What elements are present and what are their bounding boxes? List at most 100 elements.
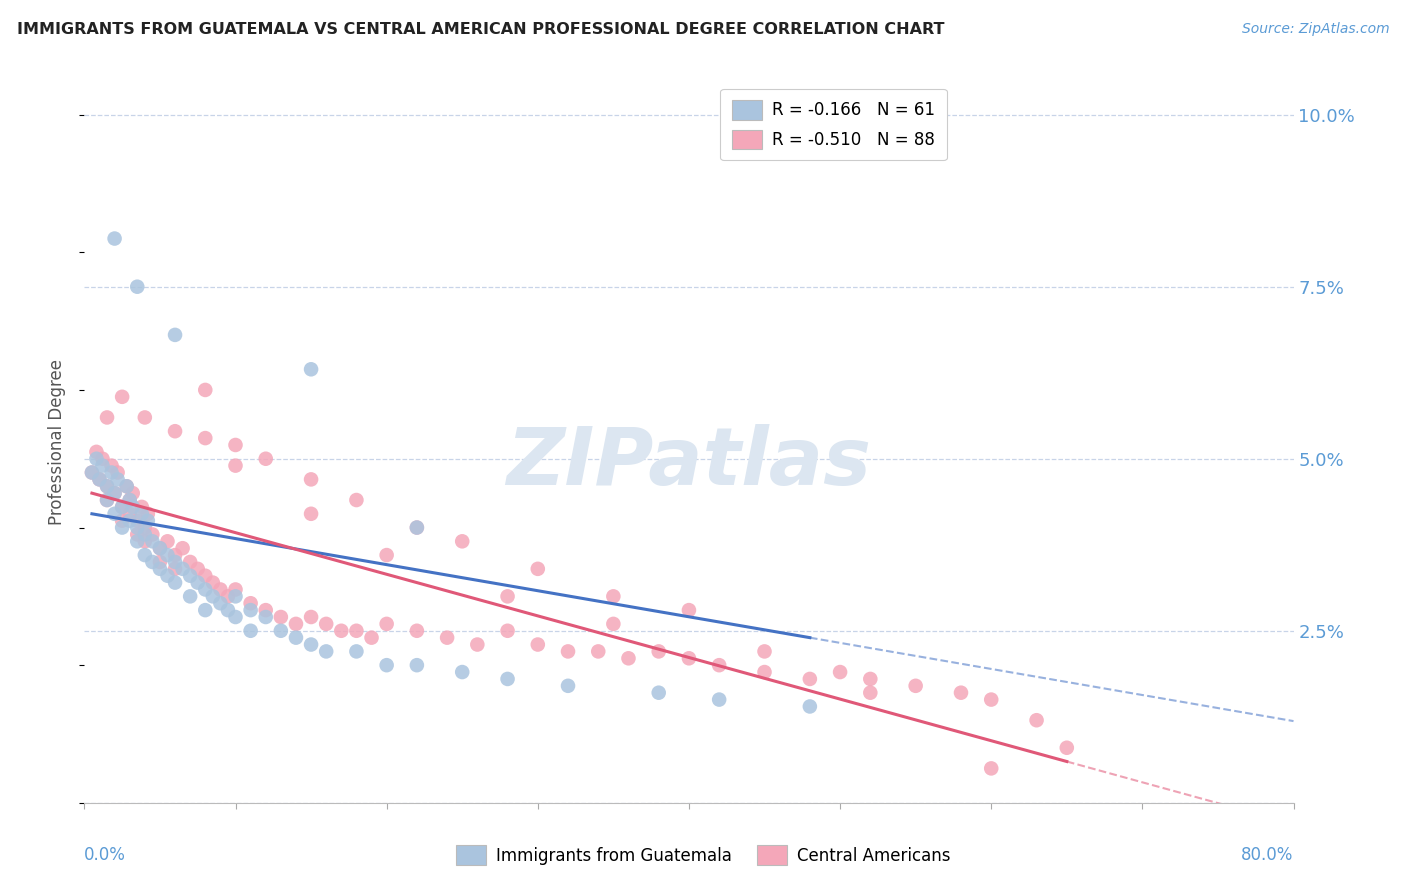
- Point: [172, 562, 194, 576]
- Point: [436, 631, 458, 645]
- Point: [225, 610, 247, 624]
- Point: [134, 520, 156, 534]
- Point: [104, 231, 127, 245]
- Point: [217, 603, 239, 617]
- Point: [96, 479, 118, 493]
- Point: [111, 500, 134, 514]
- Point: [254, 610, 277, 624]
- Point: [96, 479, 118, 493]
- Point: [217, 590, 239, 604]
- Point: [375, 616, 398, 631]
- Point: [299, 638, 322, 652]
- Point: [950, 686, 973, 700]
- Point: [588, 644, 610, 658]
- Point: [165, 424, 187, 438]
- Point: [104, 507, 127, 521]
- Text: ZIPatlas: ZIPatlas: [506, 425, 872, 502]
- Point: [149, 541, 172, 556]
- Point: [194, 431, 217, 445]
- Point: [115, 479, 138, 493]
- Point: [299, 507, 322, 521]
- Point: [754, 665, 776, 679]
- Point: [225, 438, 247, 452]
- Point: [209, 582, 232, 597]
- Point: [346, 644, 368, 658]
- Point: [118, 493, 141, 508]
- Point: [141, 527, 163, 541]
- Point: [859, 686, 882, 700]
- Point: [346, 493, 368, 508]
- Point: [1025, 713, 1047, 727]
- Point: [107, 466, 129, 480]
- Point: [127, 279, 149, 293]
- Point: [527, 638, 550, 652]
- Text: 80.0%: 80.0%: [1241, 847, 1294, 864]
- Point: [194, 568, 217, 582]
- Point: [406, 658, 429, 673]
- Point: [254, 451, 277, 466]
- Point: [299, 362, 322, 376]
- Point: [678, 603, 700, 617]
- Point: [375, 548, 398, 562]
- Point: [165, 555, 187, 569]
- Point: [111, 500, 134, 514]
- Point: [270, 610, 292, 624]
- Text: Source: ZipAtlas.com: Source: ZipAtlas.com: [1241, 22, 1389, 37]
- Point: [451, 534, 474, 549]
- Point: [904, 679, 927, 693]
- Point: [96, 410, 118, 425]
- Point: [201, 575, 224, 590]
- Point: [127, 520, 149, 534]
- Point: [285, 616, 308, 631]
- Point: [830, 665, 852, 679]
- Point: [451, 665, 474, 679]
- Point: [165, 562, 187, 576]
- Point: [799, 699, 821, 714]
- Point: [602, 616, 624, 631]
- Point: [96, 493, 118, 508]
- Point: [709, 658, 731, 673]
- Point: [118, 514, 141, 528]
- Point: [86, 445, 108, 459]
- Point: [859, 672, 882, 686]
- Text: 0.0%: 0.0%: [84, 847, 127, 864]
- Point: [127, 514, 149, 528]
- Point: [149, 555, 172, 569]
- Point: [134, 410, 156, 425]
- Point: [104, 486, 127, 500]
- Point: [754, 644, 776, 658]
- Point: [254, 603, 277, 617]
- Point: [1056, 740, 1078, 755]
- Point: [179, 568, 201, 582]
- Point: [496, 590, 519, 604]
- Point: [270, 624, 292, 638]
- Point: [375, 658, 398, 673]
- Point: [709, 692, 731, 706]
- Point: [131, 507, 153, 521]
- Point: [165, 548, 187, 562]
- Point: [299, 472, 322, 486]
- Point: [141, 555, 163, 569]
- Point: [118, 507, 141, 521]
- Point: [648, 644, 671, 658]
- Point: [285, 631, 308, 645]
- Point: [496, 672, 519, 686]
- Point: [156, 548, 179, 562]
- Point: [194, 603, 217, 617]
- Point: [96, 493, 118, 508]
- Point: [111, 390, 134, 404]
- Point: [225, 458, 247, 473]
- Point: [557, 644, 579, 658]
- Point: [617, 651, 640, 665]
- Point: [980, 692, 1002, 706]
- Point: [315, 616, 337, 631]
- Point: [134, 548, 156, 562]
- Point: [648, 686, 671, 700]
- Point: [131, 500, 153, 514]
- Point: [330, 624, 353, 638]
- Point: [141, 534, 163, 549]
- Point: [134, 527, 156, 541]
- Point: [346, 624, 368, 638]
- Point: [172, 541, 194, 556]
- Text: IMMIGRANTS FROM GUATEMALA VS CENTRAL AMERICAN PROFESSIONAL DEGREE CORRELATION CH: IMMIGRANTS FROM GUATEMALA VS CENTRAL AME…: [17, 22, 945, 37]
